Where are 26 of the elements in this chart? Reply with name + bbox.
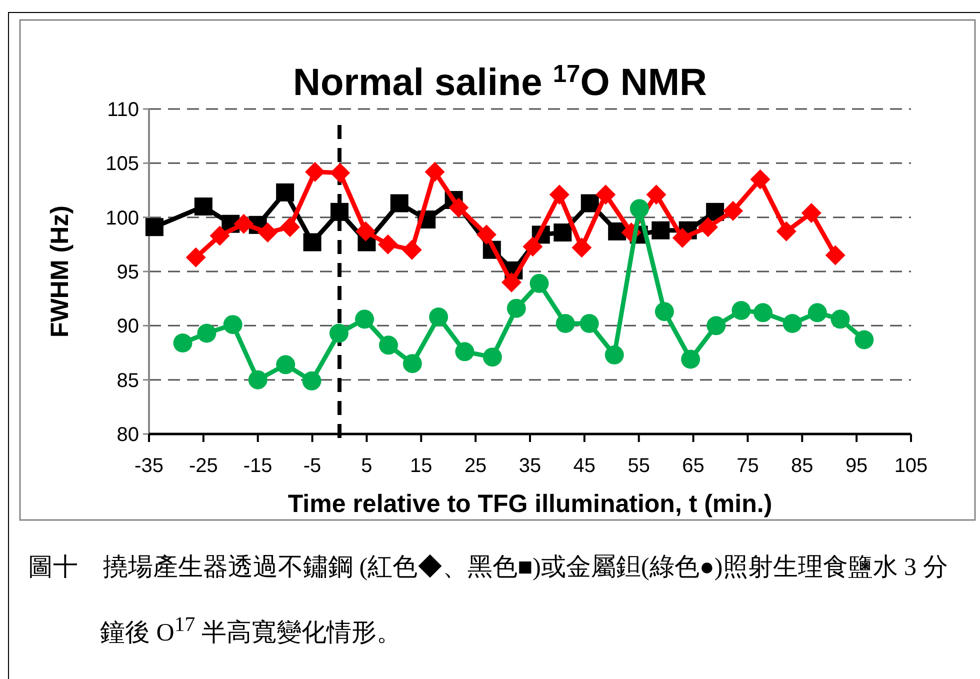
y-axis-title: FWHM (Hz) [46,206,74,338]
x-tick-label: -15 [243,455,272,477]
x-tick-label: 75 [736,455,759,477]
x-tick-label: -35 [134,455,164,477]
x-tick-label: 45 [573,455,596,477]
y-tick-label: 85 [116,370,139,392]
x-tick-label: 25 [464,455,487,477]
x-tick-label: 65 [682,455,704,477]
y-tick-label: 90 [116,316,139,338]
x-tick-label: 5 [361,455,372,477]
y-tick-label: 95 [116,262,139,284]
x-tick-label: 85 [791,455,814,477]
x-tick-label: 105 [894,455,928,477]
x-tick-label: 95 [845,455,868,477]
y-tick-label: 80 [116,424,139,446]
x-tick-label: -25 [188,455,218,477]
x-tick-label: 35 [518,455,542,477]
caption: 圖十 撓場產生器透過不鏽鋼 (紅色◆、黑色■)或金屬鉭(綠色●)照射生理食鹽水 3 分鐘後 O$^{17}$ 半高寬變化情形。 [28,553,949,648]
chart-title: Normal saline $^{17}$O NMR [293,60,707,104]
x-tick-label: -5 [303,455,322,477]
x-axis-title: Time relative to TFG illumination, t (min.) [288,490,772,518]
x-tick-label: 15 [410,455,432,477]
y-tick-label: 110 [107,99,139,121]
x-tick-label: 55 [628,455,650,477]
y-tick-label: 105 [106,153,139,176]
y-tick-label: 100 [106,207,139,230]
